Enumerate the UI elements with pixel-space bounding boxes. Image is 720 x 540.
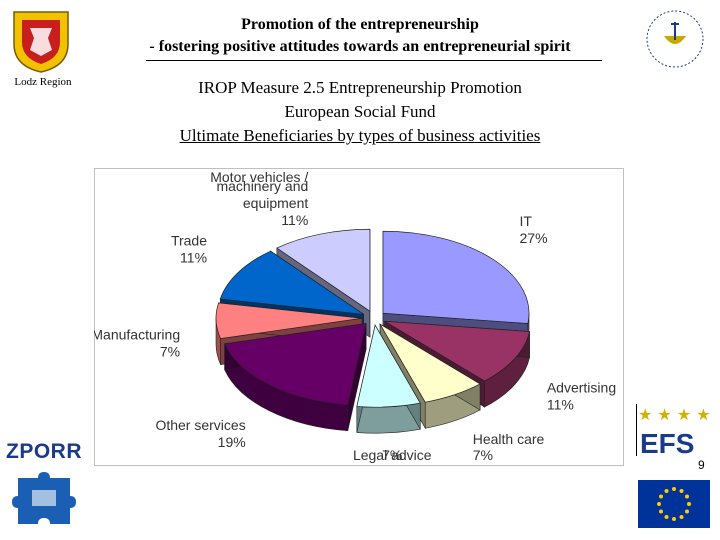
slice-name-label: machinery and: [216, 178, 308, 194]
page-title: Promotion of the entrepreneurship - fost…: [120, 14, 600, 58]
eu-flag-icon: [638, 480, 710, 528]
eu-star: [684, 494, 689, 499]
slice-label: Other services 19%: [155, 417, 245, 450]
slice-name-label: Motor vehicles /: [210, 169, 308, 185]
pie-slice: [276, 228, 371, 312]
slice-percent-label: 7%: [160, 343, 180, 359]
title-divider: [146, 60, 602, 61]
slice-percent-label: 7%: [382, 447, 402, 463]
slice-name-label: Legal advice: [353, 447, 432, 463]
pie-slice: [384, 320, 530, 382]
measure-heading: IROP Measure 2.5 Entrepreneurship Promot…: [198, 78, 522, 97]
coat-of-arms-logo: [13, 11, 69, 73]
chart-frame: [94, 168, 624, 466]
region-label: Lodz Region: [14, 76, 72, 88]
eu-star: [672, 487, 676, 491]
slice-percent-label: 7%: [473, 447, 493, 463]
slice-label: Motor vehicles / machinery and equipment 11…: [210, 169, 308, 228]
eu-star: [664, 514, 669, 519]
slice-name-label: Manufacturing: [94, 326, 180, 342]
chart-title: Ultimate Beneficiaries by types of busin…: [179, 126, 541, 145]
eu-star: [664, 489, 669, 494]
slice-name-label: Trade: [171, 232, 207, 248]
page-title-line-2: - fostering positive attitudes towards a…: [149, 38, 571, 55]
pie-slice: [224, 322, 367, 406]
slice-name-label: Health care: [473, 431, 545, 447]
eu-star: [672, 517, 676, 521]
slice-percent-label: 11%: [180, 249, 207, 265]
slice-percent-label: 19%: [218, 434, 246, 450]
pie-slice: [219, 250, 364, 315]
slice-name-label: equipment: [243, 195, 308, 211]
efs-stars-icon: ★ ★ ★ ★: [638, 405, 710, 424]
slice-label: Trade 11%: [171, 232, 207, 265]
slice-label: Manufacturing 7%: [94, 326, 180, 359]
page-number: 9: [698, 458, 705, 472]
page-title-line-1: Promotion of the entrepreneurship: [241, 16, 479, 33]
eu-star: [657, 502, 661, 506]
puzzle-logo: [12, 472, 76, 524]
slice-percent-label: 11%: [547, 397, 574, 413]
slice-label: Advertising 11%: [547, 380, 616, 413]
efs-logo-divider: [636, 404, 637, 456]
pie-slice: [382, 230, 530, 324]
slice-label: Legal advice7%: [353, 447, 432, 463]
seal-logo: [646, 10, 704, 68]
chart-heading: IROP Measure 2.5 Entrepreneurship Promot…: [120, 76, 600, 148]
slice-name-label: Other services: [155, 417, 245, 433]
zporr-logo-text: ZPORR: [6, 440, 82, 463]
pie-slice: [356, 324, 421, 408]
slice-label: IT 27%: [520, 213, 548, 246]
svg-text:★ ★ ★ ★: ★ ★ ★ ★: [638, 405, 710, 424]
slice-name-label: Advertising: [547, 380, 616, 396]
eu-star: [679, 514, 684, 519]
efs-logo-text: EFS: [640, 428, 695, 459]
eu-star: [659, 509, 664, 514]
pie-slice: [379, 323, 481, 403]
eu-star: [659, 494, 664, 499]
slice-label: Health care 7%: [473, 431, 545, 463]
fund-heading: European Social Fund: [284, 102, 436, 121]
eu-star: [679, 489, 684, 494]
pie-slice: [215, 302, 363, 340]
pie-chart: IT 27%Advertising 11%Health care 7%Legal ad…: [94, 169, 616, 463]
slice-name-label: IT: [520, 213, 533, 229]
slice-percent-label: 27%: [520, 230, 548, 246]
eu-star: [687, 502, 691, 506]
slice-percent-label: 11%: [281, 212, 308, 228]
eu-star: [684, 509, 689, 514]
